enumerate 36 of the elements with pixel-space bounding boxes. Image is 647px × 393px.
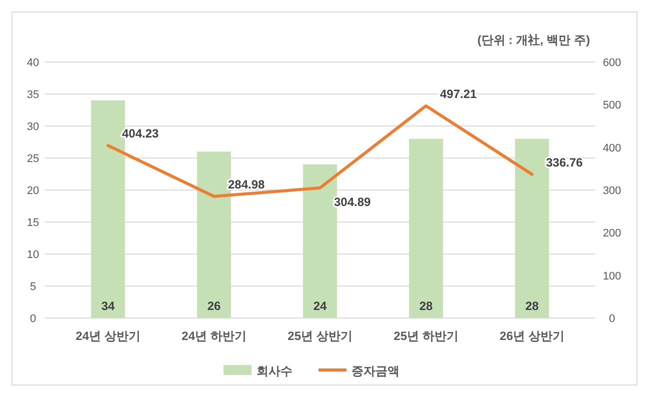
x-tick-label: 26년 상반기 [500, 329, 564, 343]
data-label: 284.98 [228, 177, 266, 192]
line-series [106, 104, 534, 198]
y2-tick-label: 300 [602, 185, 622, 197]
y-tick-label: 0 [30, 313, 36, 325]
data-label: 24 [313, 299, 327, 313]
y-tick-label: 10 [26, 249, 40, 261]
data-label: 28 [419, 299, 433, 313]
y2-tick-label: 100 [602, 270, 622, 282]
data-label: 26 [207, 299, 221, 313]
y2-tick-label: 400 [602, 142, 622, 154]
text: (단위 : 개社, 백만 주) [477, 33, 590, 47]
x-tick-label: 25년 하반기 [394, 329, 458, 343]
data-label: 28 [525, 299, 539, 313]
y-tick-label: 35 [26, 89, 40, 101]
y2-tick-label: 0 [608, 313, 616, 325]
y-tick-label: 40 [26, 57, 40, 69]
data-label: 497.21 [440, 86, 478, 101]
y2-tick-label: 600 [602, 57, 622, 69]
x-tick-label: 24년 상반기 [76, 329, 140, 343]
legend-label: 회사수 [256, 364, 292, 378]
data-label: 404.23 [122, 126, 160, 141]
x-tick-label: 25년 상반기 [288, 329, 352, 343]
data-label: 34 [101, 299, 115, 313]
x-tick-label: 24년 하반기 [182, 329, 246, 343]
y2-tick-label: 200 [602, 228, 622, 240]
y2-tick-label: 500 [602, 100, 622, 112]
data-label: 304.89 [334, 194, 372, 209]
bar [409, 138, 443, 318]
y-tick-label: 15 [26, 217, 40, 229]
legend-label: 증자금액 [352, 364, 400, 378]
y-tick-label: 30 [26, 121, 40, 133]
y-tick-label: 20 [26, 185, 40, 197]
y-tick-label: 25 [26, 153, 40, 165]
y-tick-label: 5 [30, 281, 36, 293]
data-label: 336.76 [546, 155, 584, 170]
